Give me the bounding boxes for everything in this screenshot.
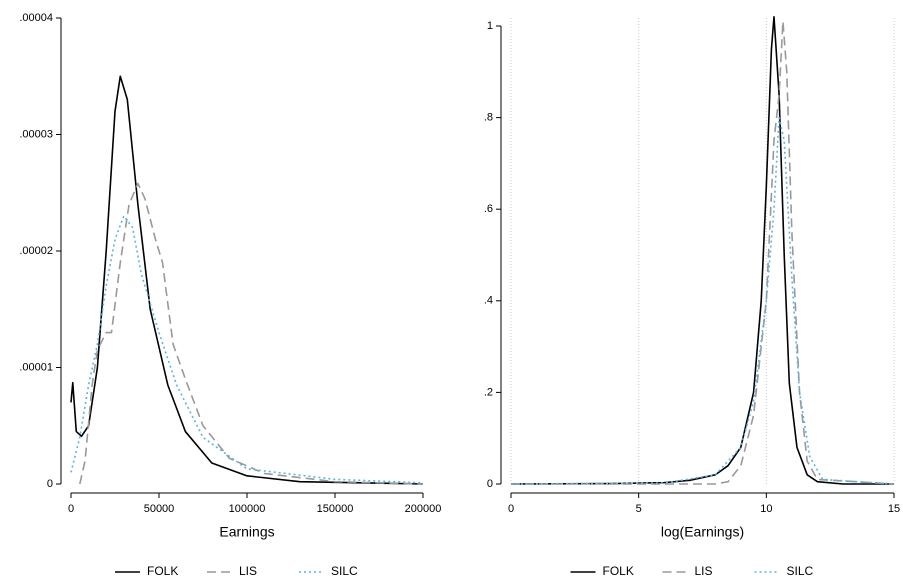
y-tick-label: 0	[487, 478, 493, 490]
y-tick-label: .4	[484, 295, 493, 307]
density-line	[510, 16, 894, 485]
x-tick-label: 150000	[317, 503, 354, 515]
y-tick-label: .2	[484, 386, 493, 398]
density-line	[70, 215, 424, 484]
legend-label: LIS	[695, 564, 713, 578]
legend-label: LIS	[239, 564, 257, 578]
x-tick-label: 200000	[405, 503, 442, 515]
x-tick-label: 0	[68, 503, 74, 515]
y-tick-label: .00003	[19, 128, 53, 140]
legend-label: FOLK	[147, 564, 178, 578]
x-axis-title: Earnings	[219, 524, 274, 540]
x-tick-label: 100000	[229, 503, 266, 515]
density-line	[70, 75, 424, 485]
density-line	[79, 182, 424, 485]
y-tick-label: 1	[487, 20, 493, 32]
y-tick-label: .6	[484, 203, 493, 215]
y-tick-label: .00004	[19, 12, 53, 24]
x-tick-label: 5	[636, 503, 642, 515]
legend-label: FOLK	[603, 564, 634, 578]
y-tick-label: 0	[47, 478, 53, 490]
x-tick-label: 15	[888, 503, 900, 515]
legend-label: SILC	[331, 564, 358, 578]
legend-label: SILC	[787, 564, 814, 578]
y-tick-label: .8	[484, 112, 493, 124]
y-tick-label: .00001	[19, 361, 53, 373]
density-line	[510, 116, 895, 485]
x-tick-label: 50000	[144, 503, 175, 515]
x-axis-title: log(Earnings)	[661, 524, 744, 540]
x-tick-label: 0	[508, 503, 514, 515]
x-tick-label: 10	[760, 503, 772, 515]
y-tick-label: .00002	[19, 245, 53, 257]
density-line	[511, 20, 895, 485]
